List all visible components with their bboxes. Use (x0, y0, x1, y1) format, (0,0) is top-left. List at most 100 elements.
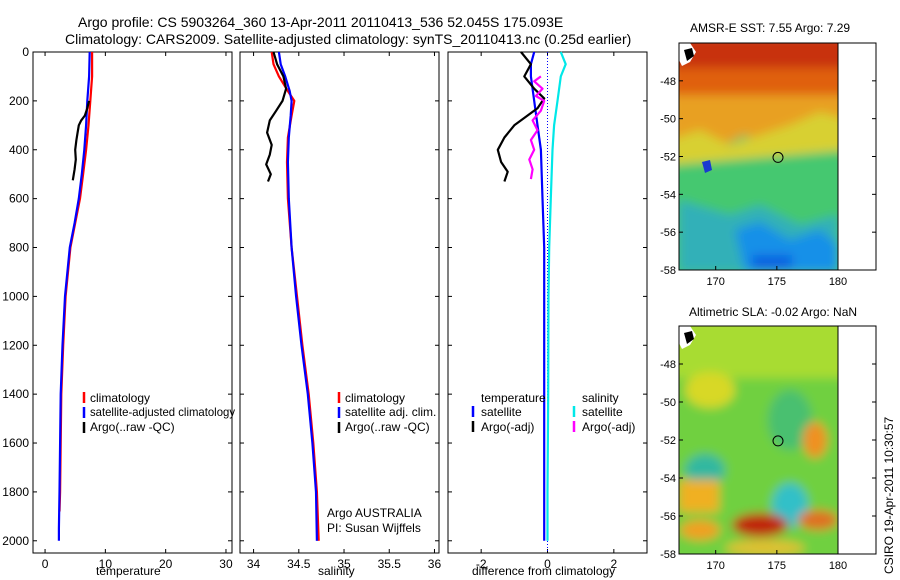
sst-map-lat-label: -58 (660, 265, 676, 277)
sla-map-panel: Altimetric SLA: -0.02 Argo: NaN - (660, 305, 877, 572)
depth-tick-label: 600 (9, 192, 29, 206)
salinity-axes-frame (239, 51, 440, 554)
sla-map-lat-label: -52 (660, 435, 676, 447)
depth-tick-label: 1600 (2, 436, 29, 450)
sla-map-right-blank (837, 325, 877, 555)
salinity-y-ticks (240, 51, 439, 542)
difference-legend: temperature salinity satellite Argo(-adj… (471, 391, 635, 434)
difference-series-temperature-argo-adj (496, 51, 546, 182)
depth-tick-label: 400 (9, 143, 29, 157)
sla-map-lat-label: -48 (660, 359, 676, 371)
sst-map-lon-label: 175 (768, 276, 786, 288)
difference-panel: -2 0 2 difference from climatology tempera… (447, 51, 648, 578)
salinity-legend: climatology satellite adj. clim. Argo(..… (337, 391, 436, 434)
sla-map-lat-label: -58 (660, 549, 676, 561)
salinity-panel: 34 34.5 35 35.5 36 salinity climatology sate… (239, 51, 442, 578)
sst-map-coastline (684, 48, 694, 61)
salinity-annotation-line2: PI: Susan Wijffels (327, 521, 421, 535)
salinity-legend-climatology: climatology (345, 391, 405, 405)
sst-map-lon-label: 180 (829, 276, 847, 288)
sla-map-lat-label: -56 (660, 511, 676, 523)
depth-tick-label: 200 (9, 94, 29, 108)
sla-map-y-axis: -48 -50 -52 -54 -56 -58 (660, 359, 876, 561)
temperature-x-axis: 0 10 20 30 (42, 52, 233, 571)
difference-x-tick-label: 0 (544, 557, 551, 571)
depth-tick-label: 1000 (2, 289, 29, 303)
salinity-annotation-line1: Argo AUSTRALIA (327, 506, 422, 520)
temperature-series-argo-raw-qc (71, 100, 91, 181)
sst-map-title: AMSR-E SST: 7.55 Argo: 7.29 (690, 21, 850, 35)
difference-series-salinity-satellite (546, 51, 567, 541)
sst-map-lat-label: -56 (660, 227, 676, 239)
sst-map-right-blank (837, 42, 877, 271)
salinity-legend-satellite: satellite adj. clim. (345, 405, 436, 419)
sst-float-location-marker (772, 151, 784, 163)
temperature-legend-climatology: climatology (90, 391, 150, 405)
depth-tick-label: 800 (9, 241, 29, 255)
difference-series (496, 51, 567, 541)
difference-x-tick-label: 2 (610, 557, 617, 571)
difference-legend-sal-satellite: satellite (582, 405, 623, 419)
side-timestamp-label: CSIRO 19-Apr-2011 10:30:57 (882, 416, 896, 574)
difference-legend-sal-argo: Argo(-adj) (582, 420, 635, 434)
temperature-legend-argo: Argo(..raw -QC) (90, 420, 175, 434)
difference-series-temperature-satellite (529, 51, 546, 541)
difference-series-salinity-argo-adj (528, 75, 546, 180)
temperature-x-label: temperature (96, 564, 161, 578)
sla-map-lon-label: 180 (829, 560, 847, 572)
salinity-x-tick-label: 35.5 (378, 557, 402, 571)
temperature-series (57, 51, 94, 541)
salinity-legend-argo: Argo(..raw -QC) (345, 420, 430, 434)
figure-title-line1: Argo profile: CS 5903264_360 13-Apr-2011… (78, 14, 563, 30)
sla-map-lat-label: -50 (660, 397, 676, 409)
difference-y-ticks (448, 51, 647, 542)
sst-map-lat-label: -50 (660, 114, 676, 126)
difference-legend-temp-satellite: satellite (481, 405, 522, 419)
sla-heatmap-field (679, 326, 838, 554)
sst-map-island (702, 160, 712, 173)
sst-map-lat-label: -48 (660, 76, 676, 88)
sst-map-lat-label: -52 (660, 152, 676, 164)
sst-heatmap-field (679, 43, 838, 270)
salinity-series-argo-raw-qc (265, 51, 288, 182)
temperature-y-axis: 0 200 400 600 800 1000 1200 1400 1600 1800 2000 (2, 45, 232, 548)
sla-float-location-marker (772, 435, 784, 447)
salinity-x-axis: 34 34.5 35 35.5 36 (247, 52, 442, 571)
sla-map-coastline (684, 331, 694, 344)
depth-tick-label: 1200 (2, 338, 29, 352)
sla-map-x-axis: 170 175 180 (707, 550, 847, 572)
temperature-x-tick-label: 30 (219, 557, 233, 571)
temperature-x-tick-label: 10 (99, 557, 113, 571)
temperature-legend: climatology satellite-adjusted climatolo… (82, 391, 235, 434)
temperature-x-tick-label: 20 (159, 557, 173, 571)
salinity-series-satellite-adj-clim (277, 51, 318, 541)
salinity-x-tick-label: 34.5 (287, 557, 311, 571)
salinity-x-label: salinity (318, 564, 355, 578)
sla-map-lon-label: 175 (768, 560, 786, 572)
sst-map-y-axis: -48 -50 -52 -54 -56 -58 (660, 76, 876, 277)
salinity-x-tick-label: 35 (337, 557, 351, 571)
temperature-x-tick-label: 0 (42, 557, 49, 571)
difference-x-label: difference from climatology (472, 564, 615, 578)
difference-legend-temp-argo: Argo(-adj) (481, 420, 534, 434)
difference-x-tick-label: -2 (476, 557, 487, 571)
sla-map-title: Altimetric SLA: -0.02 Argo: NaN (689, 305, 857, 319)
temperature-panel: 0 200 400 600 800 1000 1200 1400 1600 1800 2000 0 1… (2, 45, 235, 578)
sla-map-lat-label: -54 (660, 473, 676, 485)
sst-map-lon-label: 170 (707, 276, 725, 288)
temperature-axes-frame (32, 51, 233, 554)
depth-tick-label: 1400 (2, 387, 29, 401)
figure-title-line2: Climatology: CARS2009. Satellite-adjuste… (65, 31, 631, 47)
salinity-x-tick-label: 36 (428, 557, 442, 571)
depth-tick-label: 1800 (2, 485, 29, 499)
temperature-legend-satellite: satellite-adjusted climatology (90, 405, 235, 419)
difference-legend-title-temperature: temperature (481, 391, 546, 405)
sst-map-lat-label: -54 (660, 189, 676, 201)
difference-legend-title-salinity: salinity (582, 391, 619, 405)
depth-tick-label: 0 (22, 45, 29, 59)
sst-map-x-axis: 170 175 180 (707, 266, 847, 288)
sla-map-lon-label: 170 (707, 560, 725, 572)
sst-map-panel: AMSR-E SST: 7.55 Argo: 7.29 -48 -50 -52 -54… (660, 21, 877, 288)
salinity-x-tick-label: 34 (247, 557, 261, 571)
